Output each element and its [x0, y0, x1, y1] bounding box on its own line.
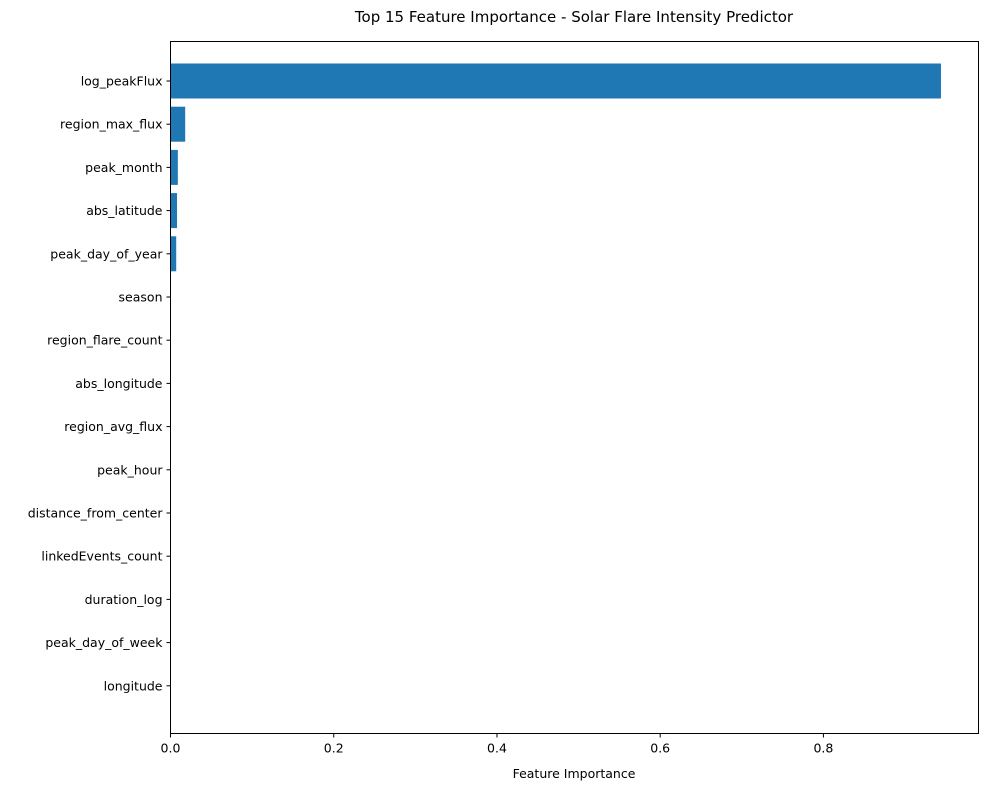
bar-peak_day_of_year [170, 236, 177, 272]
x-tick-label: 0.4 [487, 741, 507, 756]
y-tick-label: season [119, 290, 163, 305]
x-tick-label: 0.0 [161, 741, 181, 756]
y-tick-label: abs_latitude [86, 203, 163, 218]
x-tick-label: 0.8 [813, 741, 833, 756]
bar-region_max_flux [170, 106, 186, 142]
y-tick-label: peak_month [85, 160, 162, 175]
y-tick-label: peak_day_of_year [50, 246, 163, 261]
x-tick-label: 0.2 [324, 741, 344, 756]
y-tick-label: log_peakFlux [81, 74, 163, 89]
y-tick-label: region_avg_flux [64, 419, 162, 434]
x-tick-label: 0.6 [650, 741, 670, 756]
y-tick-label: linkedEvents_count [41, 549, 162, 564]
y-axis-ticks: log_peakFlux region_max_flux peak_monthabs… [28, 74, 171, 693]
bar-peak_month [170, 149, 178, 185]
y-tick-label: longitude [104, 678, 163, 693]
y-tick-label: abs_longitude [75, 376, 163, 391]
x-axis-label: Feature Importance [513, 766, 636, 781]
y-tick-label: duration_log [85, 592, 163, 607]
plot-frame [170, 41, 979, 734]
chart-title: Top 15 Feature Importance - Solar Flare … [354, 8, 794, 26]
bars-group [170, 63, 941, 272]
x-axis-ticks: 0.0 0.2 0.4 0.6 0.8 [161, 733, 833, 756]
bar-abs_latitude [170, 193, 178, 229]
y-tick-label: peak_day_of_week [45, 635, 163, 650]
bar-log_peakFlux [170, 63, 941, 99]
y-tick-label: distance_from_center [28, 506, 164, 521]
y-tick-label: region_flare_count [47, 333, 162, 348]
y-tick-label: peak_hour [97, 462, 163, 477]
y-tick-label: region_max_flux [60, 117, 162, 132]
